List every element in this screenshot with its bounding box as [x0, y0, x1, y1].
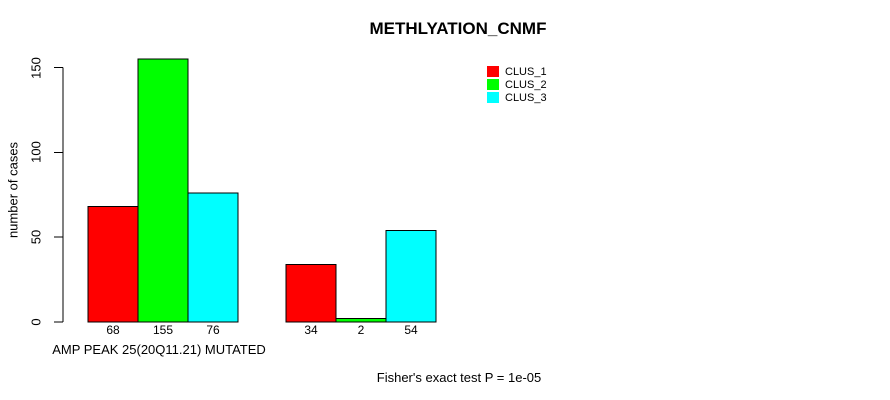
bar-value-label: 68 [106, 323, 120, 337]
bar-value-label: 34 [304, 323, 318, 337]
x-axis-group-label: AMP PEAK 25(20Q11.21) MUTATED [52, 342, 266, 357]
legend-swatch-clus3 [487, 92, 499, 103]
legend-item: CLUS_1 [487, 65, 547, 78]
legend-item: CLUS_3 [487, 91, 547, 104]
y-axis-tick-label: 50 [28, 229, 44, 245]
bar-value-label: 155 [152, 323, 174, 337]
bar-value-label: 54 [404, 323, 418, 337]
bar-clus_1 [87, 206, 139, 323]
legend-label: CLUS_3 [505, 91, 547, 104]
bar-clus_2 [137, 58, 189, 323]
legend-label: CLUS_2 [505, 78, 547, 91]
y-axis-tick-label: 150 [28, 56, 44, 79]
stat-test-caption: Fisher's exact test P = 1e-05 [376, 370, 542, 385]
legend-item: CLUS_2 [487, 78, 547, 91]
chart-title: METHLYATION_CNMF [369, 19, 547, 38]
legend-swatch-clus1 [487, 66, 499, 77]
legend-label: CLUS_1 [505, 65, 547, 78]
legend-swatch-clus2 [487, 79, 499, 90]
bar-value-label: 76 [206, 323, 220, 337]
y-axis-label: number of cases [5, 141, 21, 239]
bar-clus_1 [285, 263, 337, 323]
legend: CLUS_1 CLUS_2 CLUS_3 [487, 65, 547, 104]
bar-clus_2 [335, 318, 387, 323]
y-axis-tick-label: 0 [28, 318, 44, 326]
bar-clus_3 [187, 192, 239, 323]
bar-value-label: 2 [357, 323, 365, 337]
y-axis-tick-label: 100 [28, 141, 44, 164]
bar-clus_3 [385, 229, 437, 323]
